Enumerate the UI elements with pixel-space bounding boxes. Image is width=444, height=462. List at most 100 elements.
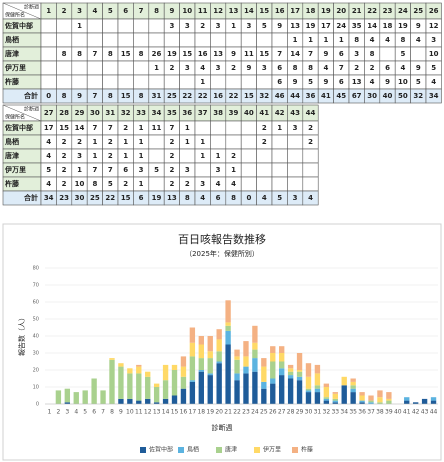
bar-segment xyxy=(341,376,347,386)
cell-value: 0 xyxy=(46,92,51,100)
bar-segment xyxy=(216,339,222,352)
cell xyxy=(86,18,103,34)
bar-segment xyxy=(198,371,204,404)
week-label: 40 xyxy=(244,109,254,117)
cell xyxy=(240,120,257,136)
y-axis-label: 報告数（人） xyxy=(17,314,26,356)
cell xyxy=(210,120,227,136)
cell-value: 18 xyxy=(383,22,393,30)
bar-segment xyxy=(252,349,258,359)
cell xyxy=(256,32,273,48)
row-label: 鳥栖 xyxy=(5,137,19,146)
bar-segment xyxy=(109,358,115,360)
cell-value: 2 xyxy=(108,138,113,146)
bar-segment xyxy=(279,375,285,404)
week-label: 33 xyxy=(136,109,146,117)
week-label: 25 xyxy=(413,7,423,15)
x-tick-label: 29 xyxy=(296,409,304,416)
bar-segment xyxy=(136,400,142,404)
cell xyxy=(287,176,304,192)
cell-value: 6 xyxy=(339,78,344,86)
cell-value: 15 xyxy=(121,50,131,58)
cell-value: 7 xyxy=(169,124,174,132)
bar-segment xyxy=(332,398,338,401)
bar-segment xyxy=(189,327,196,343)
cell-value: 35 xyxy=(352,22,362,30)
bar-segment xyxy=(180,356,187,367)
legend-label: 唐津 xyxy=(225,446,237,454)
cell-value: 8 xyxy=(77,50,82,58)
week-label: 34 xyxy=(152,109,162,117)
x-tick-label: 8 xyxy=(110,409,114,416)
cell xyxy=(240,32,257,48)
cell-value: 12 xyxy=(429,22,439,30)
cell-value: 25 xyxy=(90,194,100,202)
x-tick-label: 44 xyxy=(430,409,438,416)
x-tick-label: 10 xyxy=(126,409,134,416)
legend-swatch xyxy=(292,447,298,453)
cell-value: 8 xyxy=(62,92,67,100)
y-tick-label: 30 xyxy=(33,351,39,357)
cell xyxy=(40,18,57,34)
y-tick-label: 40 xyxy=(33,334,39,340)
cell-value: 10 xyxy=(429,50,439,58)
bar-segment xyxy=(270,346,276,353)
cell-value: 9 xyxy=(277,22,282,30)
cell xyxy=(86,32,103,48)
cell-value: 4 xyxy=(46,152,51,160)
bar-segment xyxy=(136,373,142,401)
bar-segment xyxy=(216,363,222,404)
bar-segment xyxy=(430,397,437,401)
bar-segment xyxy=(270,353,276,362)
bar-segment xyxy=(279,368,285,376)
cell-value: 14 xyxy=(75,124,85,132)
bar-segment xyxy=(261,388,267,404)
cell-value: 32 xyxy=(413,92,423,100)
legend-swatch xyxy=(140,447,146,453)
bar-segment xyxy=(296,353,303,370)
cell-value: 14 xyxy=(367,22,377,30)
corner-bottom: 保健所名 xyxy=(5,12,25,19)
cell-value: 15 xyxy=(182,50,192,58)
bar-segment xyxy=(127,368,133,374)
cell-value: 6 xyxy=(277,78,282,86)
cell-value: 4 xyxy=(370,36,375,44)
week-label: 20 xyxy=(336,7,346,15)
row-label: 杵藤 xyxy=(5,179,20,188)
bar-segment xyxy=(377,390,383,398)
cell-value: 15 xyxy=(259,50,269,58)
week-label: 22 xyxy=(367,7,377,15)
cell xyxy=(240,74,257,90)
bar-segment xyxy=(323,383,330,387)
cell xyxy=(194,120,211,136)
x-tick-label: 35 xyxy=(349,409,357,416)
row-label: 伊万里 xyxy=(4,63,26,72)
cell-value: 1 xyxy=(216,152,221,160)
cell-value: 4 xyxy=(231,180,236,188)
cell-value: 8 xyxy=(108,50,113,58)
cell-value: 45 xyxy=(336,92,346,100)
bar-segment xyxy=(153,383,160,387)
cell-value: 15 xyxy=(244,92,254,100)
cell xyxy=(102,74,119,90)
x-tick-label: 27 xyxy=(278,409,286,416)
bar-segment xyxy=(314,385,321,389)
x-tick-label: 30 xyxy=(305,409,313,416)
cell xyxy=(302,162,319,178)
cell-value: 2 xyxy=(370,64,375,72)
row-label: 杵藤 xyxy=(5,77,20,86)
x-tick-label: 20 xyxy=(215,409,223,416)
cell-value: 2 xyxy=(169,152,174,160)
cell-value: 2 xyxy=(108,152,113,160)
cell xyxy=(148,148,165,164)
y-tick-label: 0 xyxy=(36,402,39,408)
bar-segment xyxy=(64,388,71,403)
cell xyxy=(256,148,273,164)
cell xyxy=(410,46,427,62)
bar-segment xyxy=(180,388,187,404)
x-tick-label: 33 xyxy=(331,409,339,416)
cell xyxy=(102,60,119,76)
bar-segment xyxy=(216,361,222,364)
cell xyxy=(271,162,288,178)
